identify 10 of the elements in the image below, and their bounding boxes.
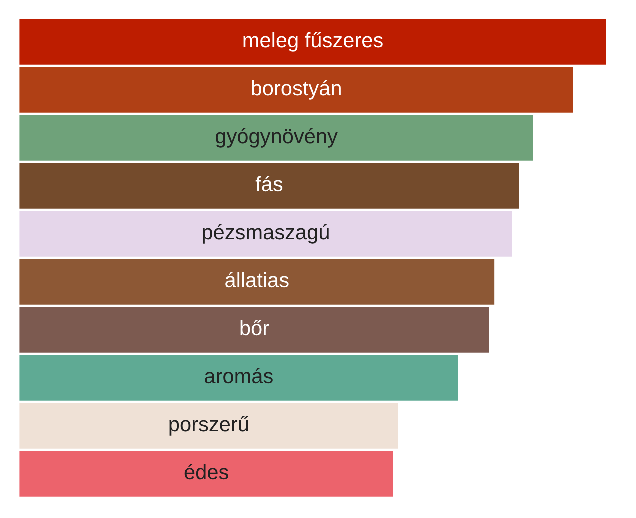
y-tick-label: édes bbox=[184, 464, 228, 480]
y-tick-label: bőr bbox=[240, 320, 270, 336]
y-tick-label: porszerű bbox=[170, 416, 249, 436]
y-tick-label: pézsmaszagú bbox=[203, 224, 329, 244]
y-tick-label: állatias bbox=[226, 272, 289, 288]
y-tick-label: meleg fűszeres bbox=[244, 32, 383, 52]
y-tick-label: aromás bbox=[205, 368, 273, 384]
y-tick-label: borostyán bbox=[252, 80, 341, 100]
y-tick-label: fás bbox=[256, 176, 283, 192]
y-tick-label: gyógynövény bbox=[216, 128, 338, 148]
